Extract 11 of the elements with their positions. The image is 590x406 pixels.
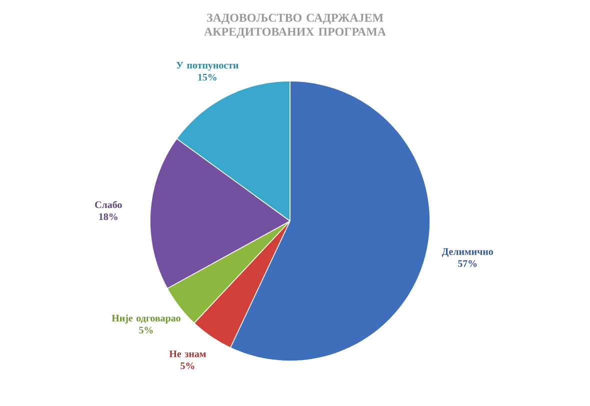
slice-label: Делимично	[442, 248, 494, 257]
data-label: 18%	[99, 213, 118, 220]
slice-label: Није одговарао	[112, 314, 180, 324]
slice-label: У потпуности	[176, 62, 238, 71]
data-label: 15%	[198, 74, 216, 81]
chart-title: ЗАДОВОЉСТВО САДРЖАЈЕМ АКРЕДИТОВАНИХ ПРОГРАМА	[204, 14, 386, 38]
data-label: 5%	[139, 326, 153, 334]
slice-label: Слабо	[95, 200, 122, 208]
data-label: 5%	[180, 362, 194, 370]
data-label: 57%	[458, 260, 477, 267]
slice-label: Не знам	[169, 350, 206, 358]
